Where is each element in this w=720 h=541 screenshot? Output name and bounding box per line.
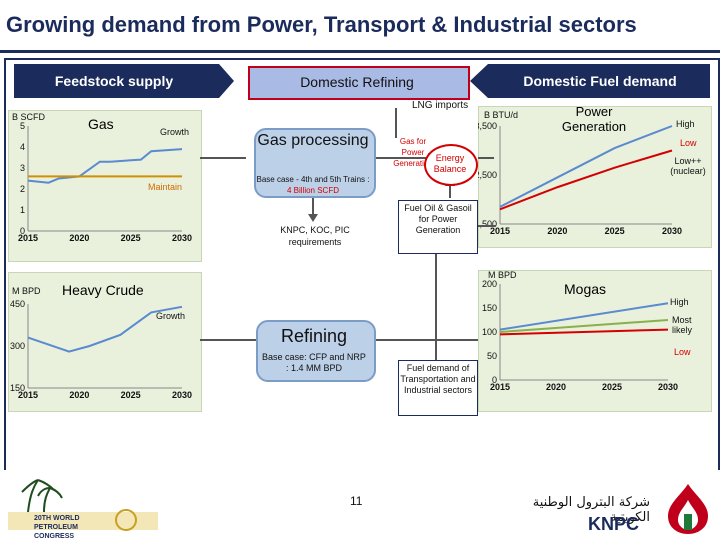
gas-unit: B SCFD <box>12 112 46 122</box>
mogas-unit: M BPD <box>488 270 517 280</box>
power-unit: B BTU/d <box>484 110 519 120</box>
title-bar <box>0 0 720 53</box>
gas-x-tick: 2015 <box>18 233 38 243</box>
world-petroleum-congress-logo <box>8 479 158 531</box>
gas-title: Gas <box>88 116 114 132</box>
power-high-label: High <box>676 119 695 129</box>
crude-unit: M BPD <box>12 286 41 296</box>
gas-maintain-label: Maintain <box>148 182 183 192</box>
knpc-logo-text: KNPC <box>588 514 640 534</box>
crude-x-tick: 2030 <box>172 390 192 400</box>
fuel-oil-note: Fuel Oil & Gasoil for Power Generation <box>398 200 478 254</box>
power-y-tick: 1,500 <box>478 219 497 229</box>
refining-header <box>248 66 470 100</box>
fuel-demand-header <box>470 64 710 98</box>
gas-processing-box <box>254 128 376 198</box>
gas-for-power-label: Gas for Power Generation <box>393 137 433 168</box>
mogas-x-tick: 2025 <box>602 382 622 392</box>
mogas-low-label: Low <box>674 347 691 357</box>
refining-box <box>256 320 376 382</box>
power-y-tick: 2,500 <box>478 170 497 180</box>
page-title: Growing demand from Power, Transport & I… <box>6 12 637 37</box>
lng-imports-label: LNG imports <box>412 100 469 111</box>
gas-x-tick: 2020 <box>69 233 89 243</box>
crude-growth-line <box>27 305 183 353</box>
fuel-demand-header-label: Domestic Fuel demand <box>523 73 677 89</box>
gas-base-case-value: 4 Billion SCFD <box>286 186 339 195</box>
gas-y-tick: 3 <box>20 163 25 173</box>
crude-growth-label: Growth <box>156 311 186 321</box>
transport-fuel-note: Fuel demand of Transportation and Indust… <box>398 360 478 416</box>
power-chart: 2015 2020 2025 2030 3,500 2,500 1,500 <box>478 121 682 236</box>
mogas-y-tick: 0 <box>492 375 497 385</box>
gas-x-tick: 2025 <box>121 233 141 243</box>
crude-x-tick: 2015 <box>18 390 38 400</box>
gas-processing-base-case: Base case - 4th and 5th Trains : 4 Billi… <box>256 174 370 196</box>
gas-growth-label: Growth <box>160 127 190 137</box>
power-low-nuclear-label: Low++ (nuclear) <box>670 156 706 176</box>
power-low-line <box>499 149 673 211</box>
mogas-title: Mogas <box>564 281 607 297</box>
mogas-chart: 2015 2020 2025 2030 200 150 100 50 0 <box>482 279 678 392</box>
refining-header-label: Domestic Refining <box>300 74 414 90</box>
energy-balance-oval <box>424 144 478 186</box>
power-y-tick: 3,500 <box>478 121 497 131</box>
knpc-emblem-icon <box>668 484 708 534</box>
refining-title: Refining <box>280 326 348 346</box>
mogas-y-tick: 200 <box>482 279 497 289</box>
mogas-x-tick: 2020 <box>546 382 566 392</box>
mogas-x-tick: 2015 <box>490 382 510 392</box>
gas-y-tick: 1 <box>20 205 25 215</box>
congress-brand-text: 20TH WORLD PETROLEUM CONGRESS <box>34 515 80 540</box>
mogas-chart-panel <box>478 270 712 412</box>
gas-y-tick: 5 <box>20 121 25 131</box>
power-x-tick: 2020 <box>547 226 567 236</box>
mogas-low-line <box>499 328 669 336</box>
power-x-tick: 2030 <box>662 226 682 236</box>
gas-x-tick: 2030 <box>172 233 192 243</box>
refining-base-case: Base case: CFP and NRP : 1.4 MM BPD <box>262 352 366 373</box>
mogas-y-tick: 100 <box>482 327 497 337</box>
crude-x-tick: 2020 <box>69 390 89 400</box>
mogas-y-tick: 150 <box>482 303 497 313</box>
mogas-x-tick: 2030 <box>658 382 678 392</box>
crude-y-tick: 300 <box>10 341 25 351</box>
page-number: 11 <box>350 494 363 508</box>
energy-balance-label: Energy Balance <box>433 153 467 174</box>
gas-y-tick: 2 <box>20 184 25 194</box>
gas-growth-line <box>27 148 183 184</box>
company-arabic-name: شركة البترول الوطنية الكويتية <box>532 495 650 525</box>
mogas-likely-line <box>499 319 669 333</box>
power-x-tick: 2025 <box>605 226 625 236</box>
knpc-requirements-label: KNPC, KOC, PIC requirements <box>280 225 350 247</box>
feedstock-header-label: Feedstock supply <box>54 73 174 89</box>
mogas-high-label: High <box>670 297 689 307</box>
power-low-label: Low <box>680 138 697 148</box>
flow-arrows <box>200 108 496 360</box>
power-x-tick: 2015 <box>490 226 510 236</box>
gas-y-tick: 4 <box>20 142 25 152</box>
power-high-line <box>499 125 673 208</box>
mogas-high-line <box>499 302 669 331</box>
gas-chart-panel <box>8 110 202 262</box>
feedstock-header <box>14 64 234 98</box>
crude-y-tick: 150 <box>10 383 25 393</box>
crude-x-tick: 2025 <box>121 390 141 400</box>
mogas-likely-label: Most likely <box>672 315 693 335</box>
crude-y-tick: 450 <box>10 299 25 309</box>
crude-title: Heavy Crude <box>62 282 144 298</box>
mogas-y-tick: 50 <box>487 351 497 361</box>
crude-chart: 2015 2020 2025 2030 450 300 150 <box>10 299 192 400</box>
gas-processing-title: Gas processing <box>257 132 369 149</box>
gas-y-tick: 0 <box>20 226 25 236</box>
gas-chart: 2015 2020 2025 2030 5 4 3 2 1 0 <box>18 121 192 243</box>
gas-base-case-text: Base case - 4th and 5th Trains : <box>256 175 370 184</box>
power-title: Power Generation <box>561 104 627 134</box>
